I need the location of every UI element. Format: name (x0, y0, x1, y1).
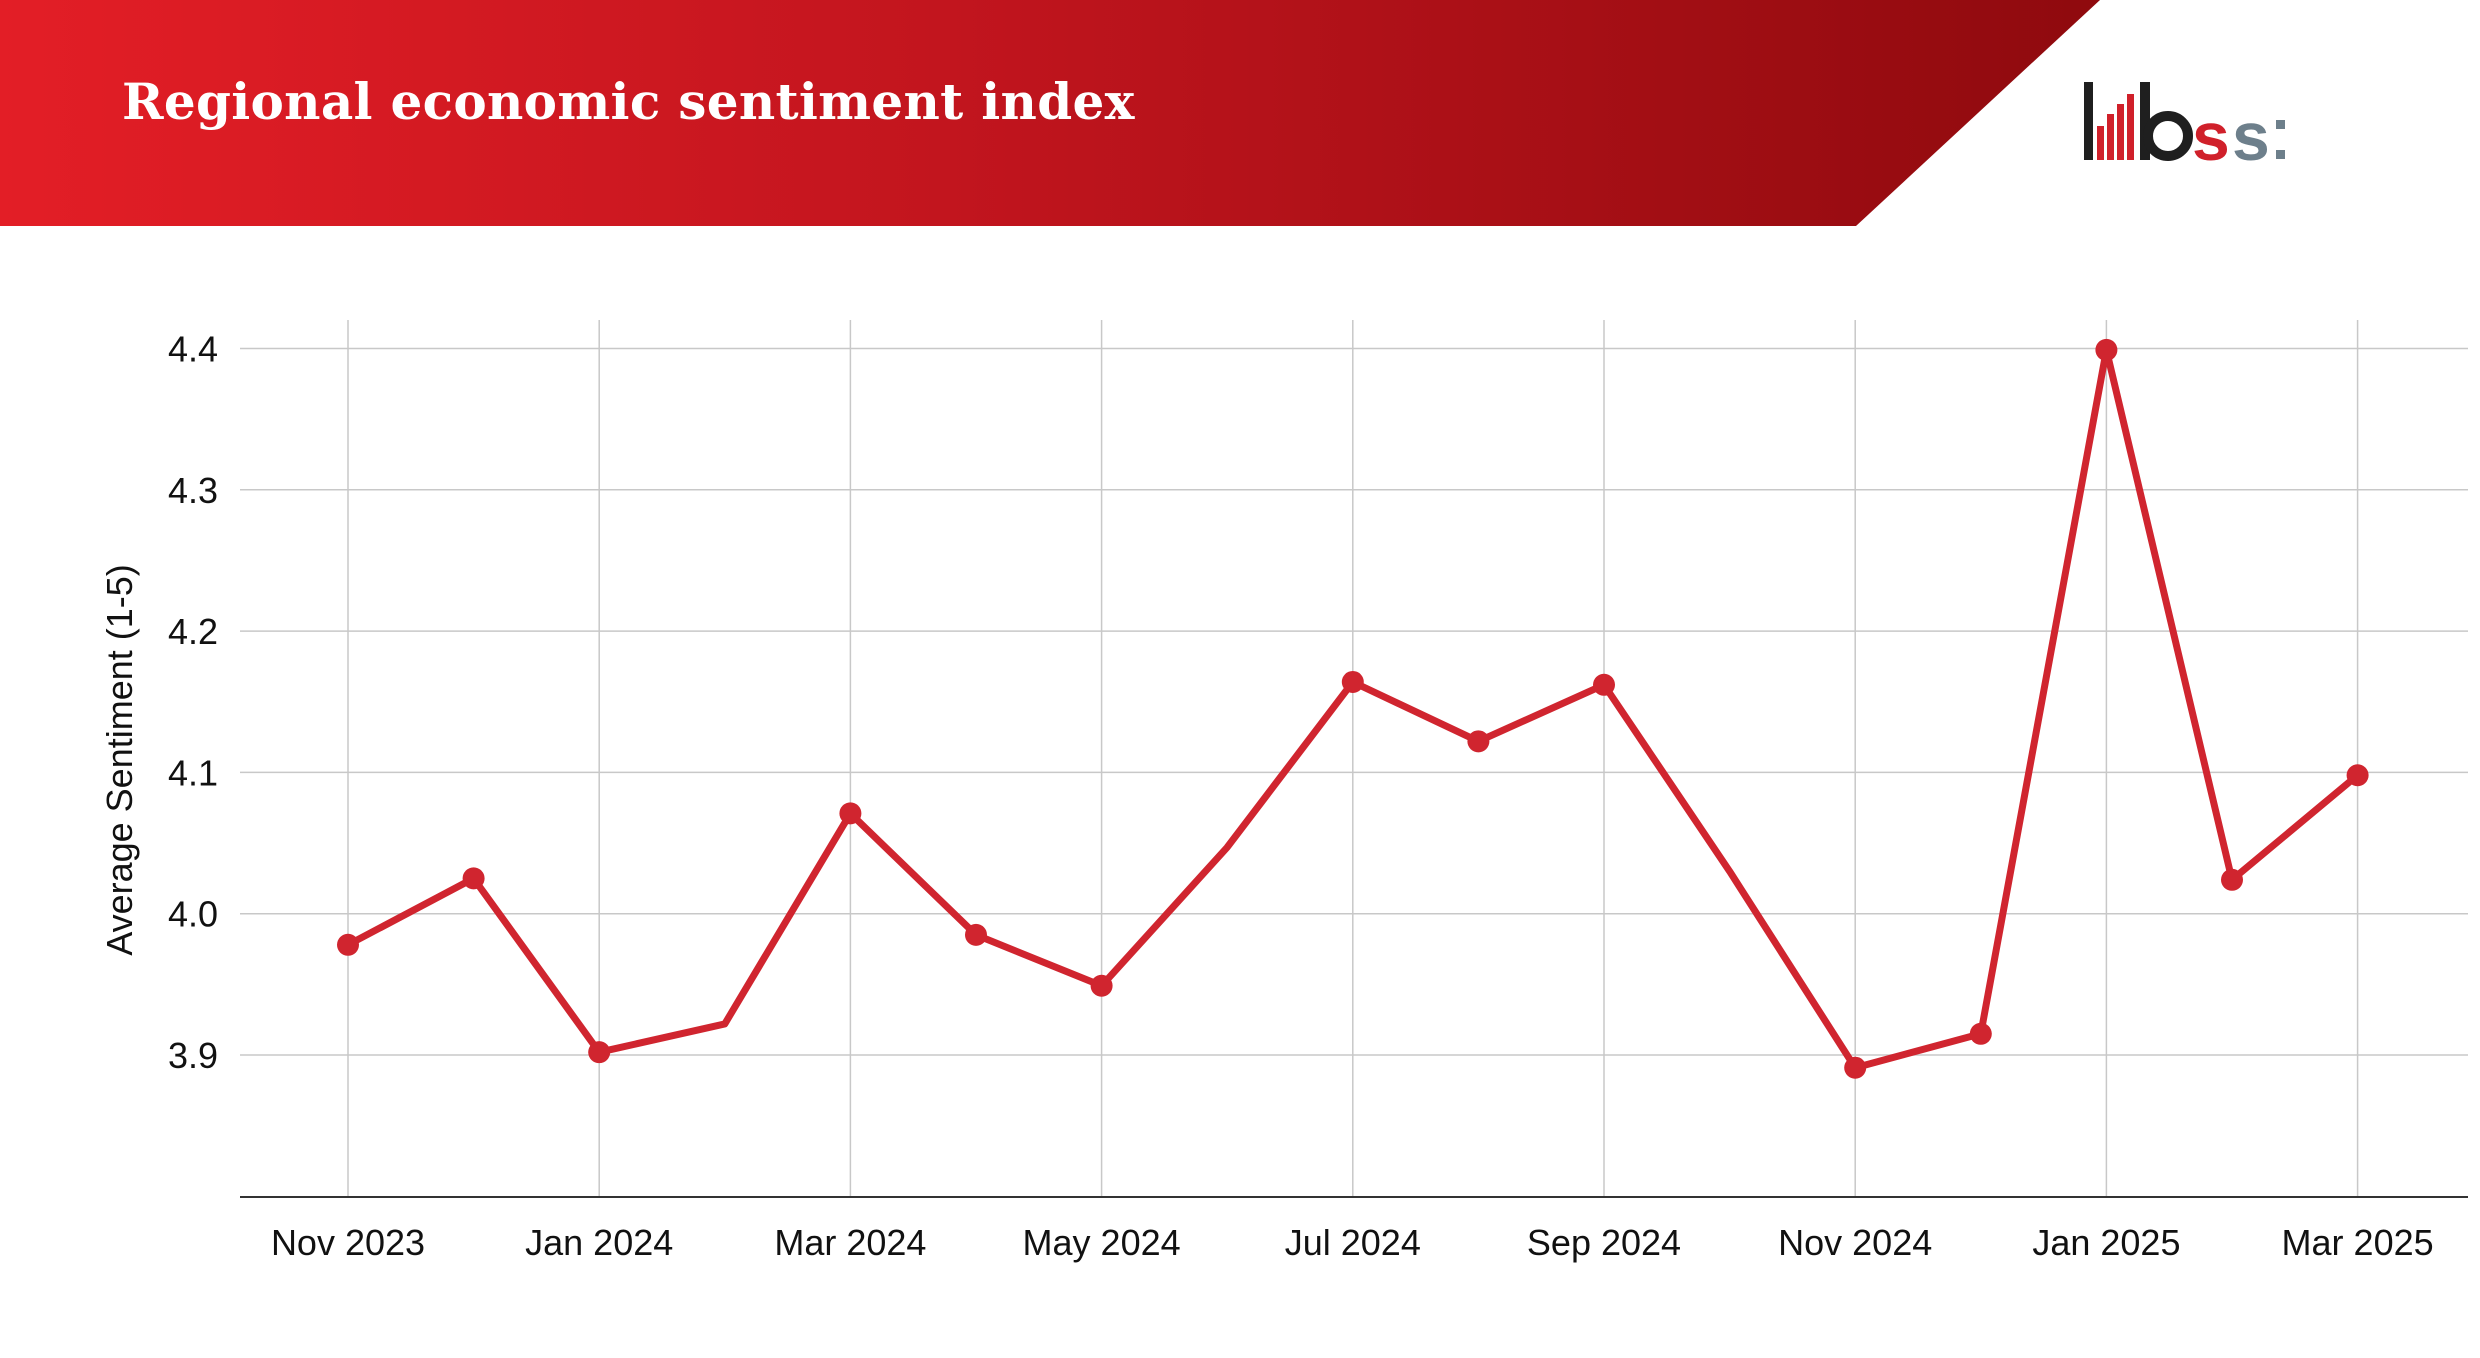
data-point (337, 933, 359, 956)
data-point (462, 867, 485, 890)
data-point (1467, 730, 1490, 753)
x-tick-label: Nov 2023 (271, 1222, 425, 1263)
x-tick-label: May 2024 (1023, 1222, 1181, 1263)
logo-bar (2117, 104, 2124, 160)
data-point (2221, 868, 2243, 891)
y-tick-labels: 3.9 4.0 4.1 4.2 4.3 4.4 (168, 329, 218, 1077)
x-tick-label: Mar 2025 (2282, 1222, 2434, 1263)
logo-bar (2084, 82, 2093, 160)
data-point (839, 802, 862, 825)
data-points (337, 338, 2369, 1079)
y-tick-label: 4.2 (168, 611, 218, 652)
x-tick-labels: Nov 2023 Jan 2024 Mar 2024 May 2024 Jul 2024… (271, 1222, 2434, 1263)
x-tick-label: Nov 2024 (1778, 1222, 1932, 1263)
data-point (588, 1041, 611, 1064)
data-point (965, 923, 987, 946)
y-tick-label: 3.9 (168, 1035, 218, 1076)
x-tick-label: Jul 2024 (1285, 1222, 1421, 1263)
chart-title: Regional economic sentiment index (122, 72, 1135, 131)
x-tick-label: Jan 2024 (525, 1222, 673, 1263)
data-point (1593, 673, 1615, 696)
data-point (1090, 974, 1113, 997)
logo-bar (2107, 114, 2114, 160)
logo-s-red: s (2192, 99, 2230, 175)
logo-colon-dot (2276, 150, 2285, 159)
y-axis-label: Average Sentiment (1-5) (99, 564, 140, 956)
bss-logo: s s (2084, 82, 2285, 175)
y-tick-label: 4.3 (168, 470, 218, 511)
y-tick-label: 4.1 (168, 752, 218, 793)
x-tick-label: Sep 2024 (1527, 1222, 1681, 1263)
logo-bar (2097, 126, 2104, 160)
logo-s-grey: s (2232, 99, 2270, 175)
logo-bar (2127, 94, 2134, 160)
data-point (1969, 1022, 1992, 1045)
data-point (1844, 1056, 1867, 1079)
header-banner (0, 0, 2100, 226)
logo-bowl (2143, 111, 2193, 161)
y-tick-label: 4.0 (168, 894, 218, 935)
data-point (2346, 764, 2369, 787)
logo-stem (2140, 82, 2150, 160)
x-tick-label: Mar 2024 (774, 1222, 926, 1263)
data-point (1341, 670, 1364, 693)
data-point (2095, 338, 2118, 361)
x-tick-label: Jan 2025 (2032, 1222, 2180, 1263)
logo-colon-dot (2276, 120, 2285, 129)
y-tick-label: 4.4 (168, 329, 218, 370)
